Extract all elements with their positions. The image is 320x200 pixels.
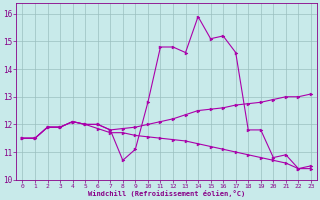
X-axis label: Windchill (Refroidissement éolien,°C): Windchill (Refroidissement éolien,°C)	[88, 190, 245, 197]
